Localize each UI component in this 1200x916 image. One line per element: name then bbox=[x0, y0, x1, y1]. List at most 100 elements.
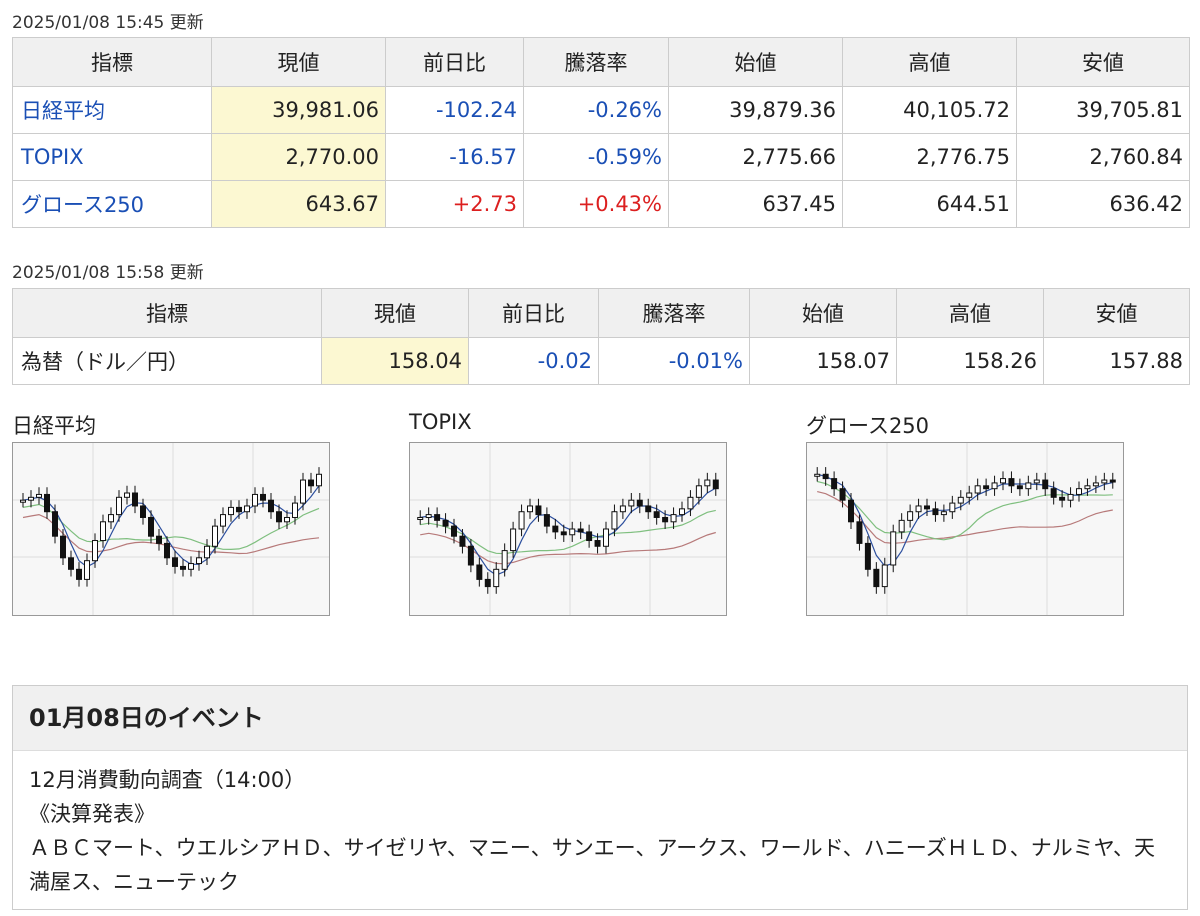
header-open: 始値 bbox=[749, 288, 897, 338]
candle-body bbox=[670, 514, 677, 523]
candle-body bbox=[864, 542, 871, 570]
chart-area[interactable] bbox=[409, 442, 727, 616]
ma-long-line bbox=[22, 513, 320, 555]
rate-value: -0.01% bbox=[598, 337, 750, 385]
index-link-nikkei[interactable]: 日経平均 bbox=[21, 99, 105, 123]
candle-body bbox=[881, 564, 888, 588]
candle-body bbox=[1076, 488, 1082, 495]
candlestick-chart bbox=[13, 443, 329, 615]
candle-body bbox=[300, 479, 306, 504]
event-line: ＡＢＣマート、ウエルシアＨＤ、サイゼリヤ、マニー、サンエー、アークス、ワールド、… bbox=[29, 836, 1156, 894]
candle-body bbox=[172, 557, 178, 567]
ma-mid-line bbox=[817, 480, 1113, 541]
candle-body bbox=[569, 528, 576, 536]
candle-body bbox=[1109, 479, 1116, 483]
low-value: 636.42 bbox=[1016, 180, 1190, 228]
candle-body bbox=[442, 519, 449, 527]
candle-body bbox=[60, 535, 66, 559]
candle-body bbox=[560, 531, 567, 536]
low-value: 2,760.84 bbox=[1016, 133, 1190, 181]
candle-body bbox=[68, 557, 74, 570]
candle-body bbox=[132, 492, 138, 507]
candle-body bbox=[822, 473, 829, 480]
candle-body bbox=[1101, 479, 1108, 484]
ma-mid-line bbox=[22, 503, 320, 551]
candle-body bbox=[839, 488, 846, 501]
high-value: 158.26 bbox=[896, 337, 1044, 385]
change-value: -0.02 bbox=[468, 337, 599, 385]
candle-body bbox=[966, 492, 973, 498]
candle-body bbox=[164, 542, 170, 559]
candle-body bbox=[417, 516, 424, 520]
candle-body bbox=[907, 511, 914, 521]
candlestick-chart bbox=[807, 443, 1123, 615]
candle-body bbox=[459, 535, 466, 547]
current-value: 643.67 bbox=[211, 180, 386, 228]
header-open: 始値 bbox=[668, 37, 843, 87]
candle-body bbox=[36, 493, 42, 498]
candle-body bbox=[662, 516, 669, 523]
candle-body bbox=[577, 528, 584, 533]
change-value: -16.57 bbox=[385, 133, 524, 181]
candle-body bbox=[704, 479, 711, 487]
event-panel: 01月08日のイベント 12月消費動向調査（14:00） 《決算発表》 ＡＢＣマ… bbox=[12, 685, 1188, 910]
candle-body bbox=[124, 492, 130, 498]
candle-body bbox=[252, 493, 258, 507]
candle-body bbox=[1059, 496, 1066, 501]
candle-body bbox=[484, 578, 491, 588]
candle-body bbox=[1008, 478, 1015, 487]
candle-body bbox=[156, 535, 162, 544]
candle-body bbox=[316, 473, 322, 487]
fx-updated-time: 2025/01/08 15:58 更新 bbox=[12, 263, 204, 283]
candle-body bbox=[1084, 485, 1091, 490]
change-value: -102.24 bbox=[385, 86, 524, 134]
candle-body bbox=[493, 568, 500, 588]
candle-body bbox=[244, 505, 250, 513]
header-change: 前日比 bbox=[468, 288, 599, 338]
candle-body bbox=[848, 499, 854, 523]
candle-body bbox=[1033, 479, 1040, 484]
fx-table-header: 指標 現値 前日比 騰落率 始値 高値 安値 bbox=[12, 288, 1190, 338]
chart-title: 日経平均 bbox=[12, 414, 96, 438]
candle-body bbox=[425, 514, 432, 518]
candle-body bbox=[1042, 479, 1049, 490]
candle-body bbox=[949, 502, 956, 513]
open-value: 158.07 bbox=[749, 337, 897, 385]
chart-area[interactable] bbox=[12, 442, 330, 616]
open-value: 2,775.66 bbox=[668, 133, 843, 181]
candle-body bbox=[1067, 493, 1074, 501]
candle-body bbox=[476, 564, 483, 580]
table-row: グロース250 643.67 +2.73 +0.43% 637.45 644.5… bbox=[12, 180, 1190, 228]
current-value: 39,981.06 bbox=[211, 86, 386, 134]
chart-area[interactable] bbox=[806, 442, 1124, 616]
candle-body bbox=[611, 511, 618, 530]
candle-body bbox=[957, 496, 964, 504]
candle-body bbox=[932, 508, 939, 516]
candlestick-chart bbox=[410, 443, 726, 615]
candle-body bbox=[940, 511, 947, 516]
candle-body bbox=[991, 482, 998, 490]
header-current: 現値 bbox=[321, 288, 469, 338]
candle-body bbox=[619, 505, 626, 513]
current-value: 158.04 bbox=[321, 337, 469, 385]
candle-body bbox=[140, 505, 146, 518]
candle-body bbox=[628, 499, 635, 507]
header-current: 現値 bbox=[211, 37, 386, 87]
candle-body bbox=[856, 521, 863, 544]
open-value: 637.45 bbox=[668, 180, 843, 228]
candle-body bbox=[1025, 482, 1032, 490]
low-value: 39,705.81 bbox=[1016, 86, 1190, 134]
candle-body bbox=[636, 499, 643, 507]
index-link-growth250[interactable]: グロース250 bbox=[21, 193, 145, 217]
rate-value: -0.26% bbox=[523, 86, 669, 134]
candle-body bbox=[1000, 478, 1006, 484]
candle-body bbox=[983, 485, 990, 490]
high-value: 40,105.72 bbox=[842, 86, 1017, 134]
candle-body bbox=[1092, 482, 1099, 487]
candle-body bbox=[148, 516, 154, 537]
candle-body bbox=[687, 496, 694, 510]
candle-body bbox=[1050, 488, 1057, 498]
index-table: 指標 現値 前日比 騰落率 始値 高値 安値 日経平均 39,981.06 -1… bbox=[12, 37, 1190, 228]
ma-short-line bbox=[817, 473, 1113, 567]
index-link-topix[interactable]: TOPIX bbox=[21, 145, 84, 169]
